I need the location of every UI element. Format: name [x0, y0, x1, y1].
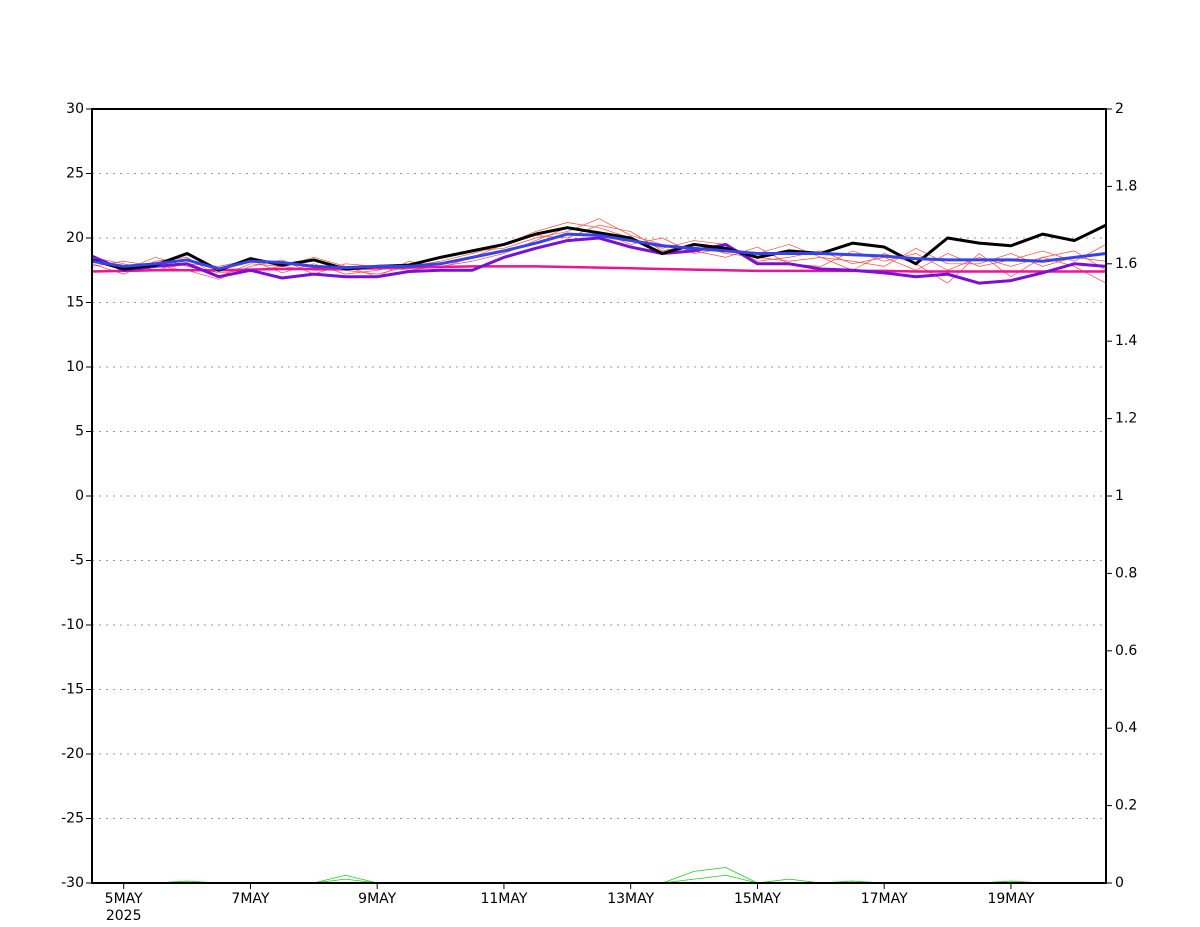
y-tick-label: 5: [75, 424, 84, 440]
series-line: [91, 265, 1106, 273]
x-tick-label: 5MAY: [105, 891, 143, 907]
y2-tick-label: 0.8: [1115, 565, 1137, 581]
year-label: 2025: [106, 908, 142, 924]
y-tick-label: 20: [66, 230, 84, 246]
y-tick-label: 30: [66, 101, 84, 117]
x-tick-label: 17MAY: [861, 891, 908, 907]
y-tick-label: -5: [70, 553, 84, 569]
x-tick-label: 13MAY: [607, 891, 654, 907]
y2-tick-label: 0.4: [1115, 720, 1137, 736]
y-tick-label: -20: [61, 746, 84, 762]
y2-tick-label: 1.8: [1115, 178, 1137, 194]
y2-tick-label: 1: [1115, 488, 1124, 504]
y2-tick-label: 0.6: [1115, 643, 1137, 659]
y-tick-label: 0: [75, 488, 84, 504]
y-tick-label: 15: [66, 295, 84, 311]
axes: -30-25-20-15-10-505101520253000.20.40.60…: [61, 101, 1137, 924]
x-tick-label: 19MAY: [987, 891, 1034, 907]
y-tick-label: 10: [66, 359, 84, 375]
y2-tick-label: 1.6: [1115, 256, 1137, 272]
y2-tick-label: 2: [1115, 101, 1124, 117]
y-tick-label: -25: [61, 811, 84, 827]
series-line: [91, 236, 1107, 285]
y-tick-label: 25: [66, 166, 84, 182]
x-tick-label: 9MAY: [358, 891, 396, 907]
y-tick-label: -30: [61, 875, 84, 891]
y2-tick-label: 0.2: [1115, 798, 1137, 814]
x-tick-label: 15MAY: [734, 891, 781, 907]
y-tick-label: -10: [61, 617, 84, 633]
series-line: [91, 232, 1107, 271]
x-tick-label: 11MAY: [480, 891, 527, 907]
y2-tick-label: 1.4: [1115, 333, 1137, 349]
y2-tick-label: 1.2: [1115, 411, 1137, 427]
x-tick-label: 7MAY: [231, 891, 269, 907]
y-tick-label: -15: [61, 682, 84, 698]
y2-tick-label: 0: [1115, 875, 1124, 891]
